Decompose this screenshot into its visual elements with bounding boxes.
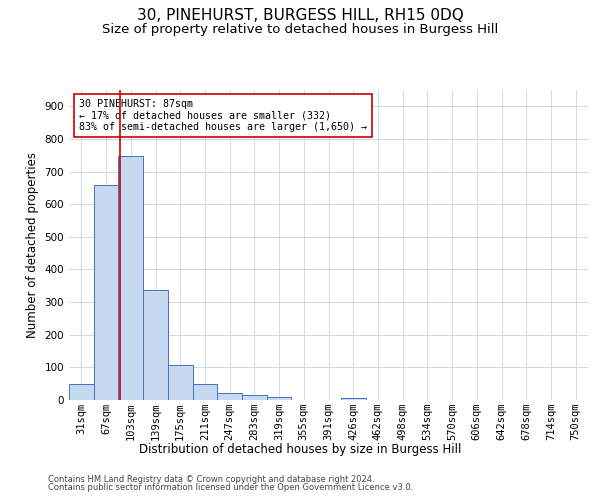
Text: 30 PINEHURST: 87sqm
← 17% of detached houses are smaller (332)
83% of semi-detac: 30 PINEHURST: 87sqm ← 17% of detached ho…: [79, 100, 367, 132]
Bar: [94, 184, 118, 400]
Text: Contains HM Land Registry data © Crown copyright and database right 2024.: Contains HM Land Registry data © Crown c…: [48, 475, 374, 484]
Text: 30, PINEHURST, BURGESS HILL, RH15 0DQ: 30, PINEHURST, BURGESS HILL, RH15 0DQ: [137, 8, 463, 22]
Text: Contains public sector information licensed under the Open Government Licence v3: Contains public sector information licen…: [48, 484, 413, 492]
Bar: [168, 365, 193, 400]
Bar: [267, 396, 292, 400]
Bar: [217, 393, 242, 400]
Text: Distribution of detached houses by size in Burgess Hill: Distribution of detached houses by size …: [139, 442, 461, 456]
Bar: [118, 156, 143, 400]
Bar: [193, 384, 217, 400]
Bar: [341, 398, 365, 400]
Bar: [242, 396, 267, 400]
Text: Size of property relative to detached houses in Burgess Hill: Size of property relative to detached ho…: [102, 22, 498, 36]
Bar: [143, 290, 168, 400]
Y-axis label: Number of detached properties: Number of detached properties: [26, 152, 39, 338]
Bar: [69, 384, 94, 400]
